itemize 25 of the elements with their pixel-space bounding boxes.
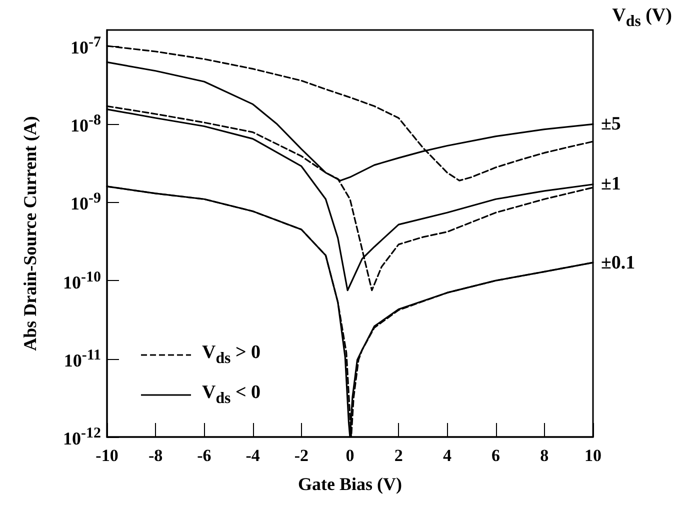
- x-tick-label: 10: [584, 446, 602, 465]
- legend-label: V$_{ds}$ < 0: [202, 382, 261, 408]
- text: V$_{ds}$ (V): [612, 5, 672, 30]
- legend-label: V$_{ds}$ > 0: [202, 342, 261, 368]
- y-tick-label: 10$^{-8}$: [70, 112, 101, 136]
- x-tick-label: 6: [492, 446, 500, 465]
- x-tick-label: 0: [346, 446, 354, 465]
- text: ±0.1: [601, 252, 636, 274]
- y-tick-label: 10$^{-10}$: [63, 269, 101, 292]
- x-tick-label: -4: [246, 446, 260, 465]
- y-tick-label: 10$^{-7}$: [70, 34, 101, 58]
- y-tick-label: 10$^{-12}$: [63, 426, 101, 448]
- y-axis-title: Abs Drain-Source Current (A): [20, 116, 40, 351]
- x-tick-label: 4: [442, 446, 452, 465]
- x-tick-label: -8: [148, 446, 163, 465]
- text: ±1: [601, 174, 621, 195]
- x-tick-label: 2: [394, 446, 403, 465]
- x-tick-label: 8: [540, 446, 549, 465]
- text: ±5: [601, 114, 621, 135]
- y-tick-label: 10$^{-11}$: [64, 347, 101, 370]
- x-axis-title: Gate Bias (V): [298, 474, 402, 494]
- y-tick-label: 10$^{-9}$: [70, 190, 101, 214]
- x-tick-label: -10: [96, 446, 118, 465]
- x-tick-label: -6: [197, 446, 212, 465]
- x-tick-label: -2: [294, 446, 308, 465]
